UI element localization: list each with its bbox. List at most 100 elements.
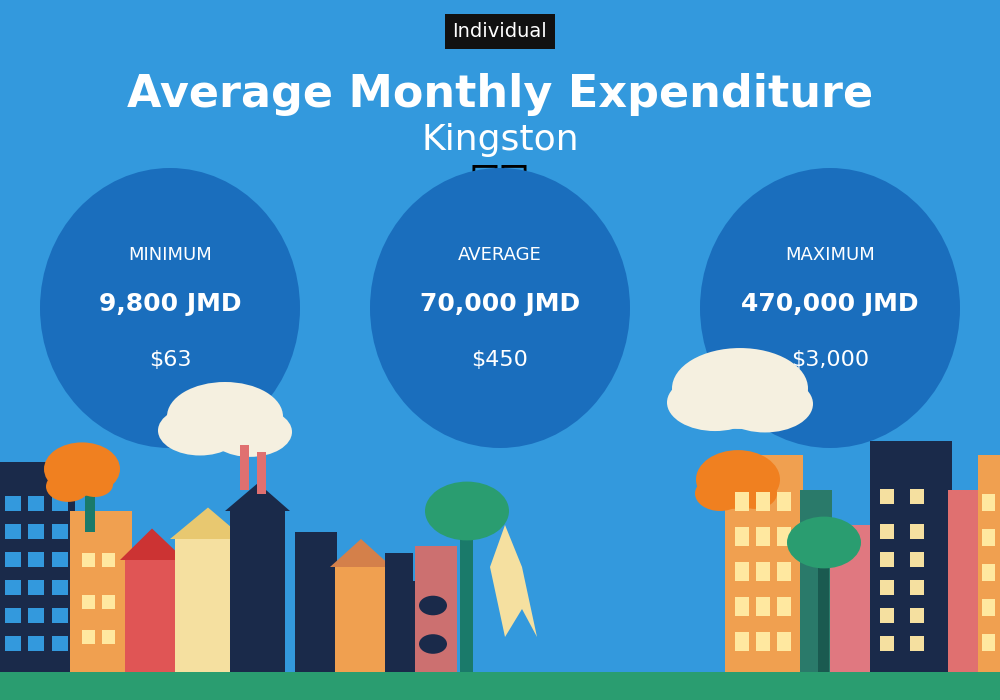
Ellipse shape [46, 471, 90, 502]
Bar [725, 455, 803, 672]
Bar [410, 581, 438, 672]
Text: MINIMUM: MINIMUM [128, 246, 212, 265]
Ellipse shape [695, 476, 745, 511]
Bar [756, 527, 770, 546]
Bar [5, 552, 21, 567]
Text: 9,800 JMD: 9,800 JMD [99, 293, 241, 316]
Bar [102, 595, 115, 609]
Bar [5, 608, 21, 623]
Bar [460, 511, 473, 672]
Bar [982, 494, 995, 511]
Ellipse shape [77, 472, 113, 497]
Bar [910, 608, 924, 623]
Bar [735, 597, 749, 616]
Ellipse shape [370, 168, 630, 448]
Ellipse shape [717, 375, 813, 433]
Bar [910, 636, 924, 651]
Ellipse shape [667, 374, 763, 431]
Bar [756, 632, 770, 651]
Text: 🇯🇲: 🇯🇲 [470, 162, 530, 209]
Ellipse shape [696, 450, 780, 509]
Polygon shape [490, 525, 537, 637]
Ellipse shape [672, 348, 808, 429]
Ellipse shape [733, 478, 777, 509]
Bar [102, 630, 115, 644]
Text: Individual: Individual [453, 22, 547, 41]
Bar [756, 562, 770, 581]
Bar [85, 469, 95, 532]
Bar [948, 490, 990, 672]
Bar [910, 552, 924, 567]
Text: 470,000 JMD: 470,000 JMD [741, 293, 919, 316]
Bar [28, 580, 44, 595]
Ellipse shape [158, 405, 242, 456]
Bar [777, 527, 791, 546]
Bar [52, 580, 68, 595]
Polygon shape [225, 483, 290, 511]
Bar [830, 525, 872, 672]
Text: MAXIMUM: MAXIMUM [785, 246, 875, 265]
Ellipse shape [700, 168, 960, 448]
Ellipse shape [208, 407, 292, 457]
Bar [910, 524, 924, 539]
Bar [82, 553, 95, 567]
Bar [870, 441, 952, 672]
Bar [0, 672, 1000, 700]
Bar [880, 524, 894, 539]
Bar [735, 562, 749, 581]
Bar [735, 492, 749, 511]
Ellipse shape [787, 517, 861, 568]
Bar [982, 599, 995, 616]
Bar [28, 636, 44, 651]
Bar [5, 524, 21, 539]
Bar [28, 496, 44, 511]
Bar [125, 560, 180, 672]
Bar [240, 444, 249, 490]
Bar [777, 562, 791, 581]
Bar [777, 492, 791, 511]
Bar [385, 553, 413, 672]
Bar [735, 527, 749, 546]
Bar [5, 636, 21, 651]
Text: $450: $450 [472, 351, 528, 370]
Polygon shape [330, 539, 392, 567]
Ellipse shape [44, 442, 120, 496]
Bar [257, 452, 266, 493]
Bar [777, 597, 791, 616]
Ellipse shape [419, 596, 447, 615]
Bar [910, 580, 924, 595]
Bar [28, 552, 44, 567]
Bar [5, 496, 21, 511]
Bar [880, 580, 894, 595]
Bar [52, 608, 68, 623]
Bar [295, 532, 337, 672]
Bar [52, 636, 68, 651]
Bar [82, 595, 95, 609]
Bar [818, 539, 829, 672]
Bar [28, 608, 44, 623]
Text: $3,000: $3,000 [791, 351, 869, 370]
Bar [880, 636, 894, 651]
Bar [70, 511, 132, 672]
Ellipse shape [167, 382, 283, 451]
Bar [52, 552, 68, 567]
Ellipse shape [425, 482, 509, 540]
Bar [5, 580, 21, 595]
Text: 70,000 JMD: 70,000 JMD [420, 293, 580, 316]
Text: AVERAGE: AVERAGE [458, 246, 542, 265]
Bar [28, 524, 44, 539]
Bar [800, 490, 832, 672]
Bar [52, 496, 68, 511]
Text: Average Monthly Expenditure: Average Monthly Expenditure [127, 73, 873, 116]
Bar [82, 630, 95, 644]
Polygon shape [120, 528, 185, 560]
Polygon shape [170, 508, 245, 539]
Bar [880, 489, 894, 504]
Bar [756, 492, 770, 511]
Text: $63: $63 [149, 351, 191, 370]
Bar [777, 632, 791, 651]
Bar [756, 597, 770, 616]
Bar [335, 567, 387, 672]
Bar [880, 552, 894, 567]
Text: Kingston: Kingston [421, 123, 579, 157]
